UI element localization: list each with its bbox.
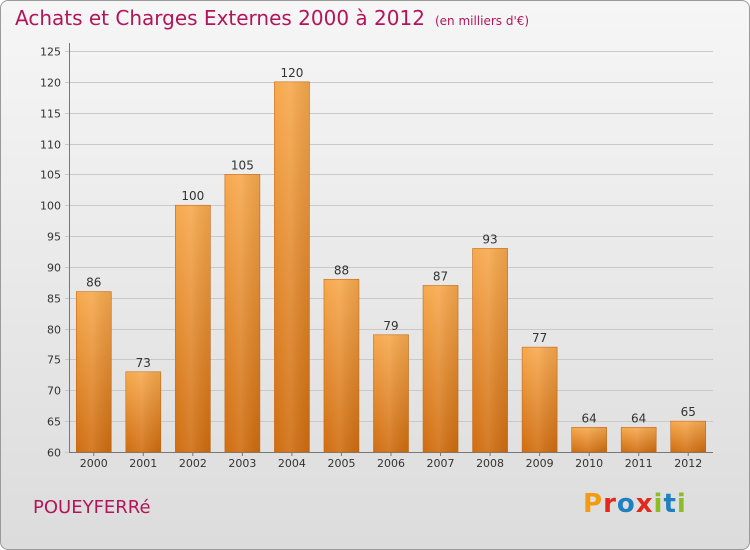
data-label: 64 <box>582 411 597 425</box>
x-tick-label: 2012 <box>674 457 702 470</box>
bar-shine <box>621 427 657 452</box>
bar-shine <box>125 371 161 452</box>
y-tick-label: 115 <box>40 108 61 121</box>
bars <box>75 81 707 453</box>
x-tick-label: 2011 <box>625 457 653 470</box>
data-label: 86 <box>86 276 101 290</box>
data-label: 105 <box>231 158 254 172</box>
y-tick-label: 100 <box>40 200 61 213</box>
bar-shine <box>522 347 558 452</box>
logo-letter: i <box>676 489 687 519</box>
data-label: 73 <box>136 356 151 370</box>
y-tick-label: 85 <box>47 293 61 306</box>
y-tick-label: 65 <box>47 416 61 429</box>
logo-letter: o <box>616 489 636 519</box>
labels: 86 2000 73 2001 100 2002 105 2003 120 2004 88 2005 7… <box>80 66 702 470</box>
y-tick-label: 95 <box>47 231 61 244</box>
x-tick-label: 2004 <box>278 457 306 470</box>
x-tick-label: 2006 <box>377 457 405 470</box>
logo-letter: r <box>603 489 617 519</box>
y-tick-label: 60 <box>47 447 61 460</box>
data-label: 100 <box>181 189 204 203</box>
bar-shine <box>76 291 112 452</box>
y-tick-label: 120 <box>40 77 61 90</box>
data-label: 64 <box>631 411 646 425</box>
x-tick-label: 2000 <box>80 457 108 470</box>
x-tick-label: 2009 <box>526 457 554 470</box>
data-label: 88 <box>334 263 349 277</box>
data-label: 87 <box>433 269 448 283</box>
y-tick-label: 75 <box>47 354 61 367</box>
x-tick-label: 2003 <box>228 457 256 470</box>
bar-shine <box>274 81 310 452</box>
data-label: 93 <box>482 232 497 246</box>
x-tick-label: 2010 <box>575 457 603 470</box>
data-label: 120 <box>280 66 303 80</box>
logo-letter: x <box>635 489 654 519</box>
bar-shine <box>670 421 706 452</box>
logo-letter: P <box>583 489 604 519</box>
data-label: 79 <box>383 319 398 333</box>
bar-shine <box>571 427 607 452</box>
data-label: 65 <box>681 405 696 419</box>
bar-shine <box>472 248 508 452</box>
x-tick-label: 2008 <box>476 457 504 470</box>
y-tick-label: 105 <box>40 169 61 182</box>
title-text: Achats et Charges Externes 2000 à 2012 <box>15 6 425 30</box>
logo-letter: t <box>663 489 677 519</box>
proxiti-logo[interactable]: Proxiti <box>583 489 687 519</box>
x-tick-label: 2001 <box>129 457 157 470</box>
bar-shine <box>224 174 260 452</box>
bar-shine <box>373 334 409 452</box>
y-tick-label: 125 <box>40 46 61 59</box>
bar-shine <box>323 279 359 452</box>
data-label: 77 <box>532 331 547 345</box>
x-tick-label: 2007 <box>427 457 455 470</box>
y-tick-label: 70 <box>47 385 61 398</box>
y-tick-label: 110 <box>40 139 61 152</box>
x-tick-label: 2005 <box>327 457 355 470</box>
chart-title: Achats et Charges Externes 2000 à 2012 (e… <box>15 6 529 30</box>
bar-shine <box>423 285 459 452</box>
y-tick-label: 90 <box>47 262 61 275</box>
title-unit: (en milliers d'€) <box>434 14 530 28</box>
bar-shine <box>175 205 211 452</box>
axes: 60 65 70 75 80 85 90 95 100 105 110 115 120 125 <box>40 43 713 460</box>
logo-letter: i <box>653 489 664 519</box>
y-tick-label: 80 <box>47 324 61 337</box>
city-name: POUEYFERRé <box>33 497 151 518</box>
x-tick-label: 2002 <box>179 457 207 470</box>
